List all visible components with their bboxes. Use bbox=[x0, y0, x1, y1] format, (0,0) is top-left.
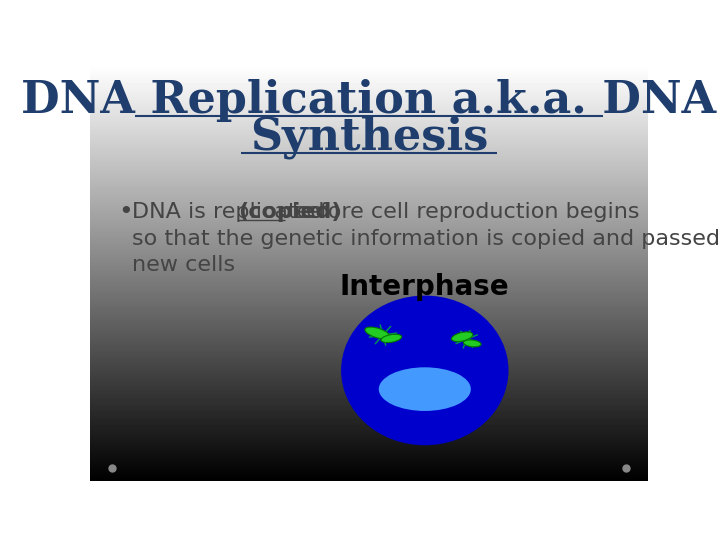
Text: before cell reproduction begins: before cell reproduction begins bbox=[285, 202, 639, 222]
Ellipse shape bbox=[381, 334, 402, 342]
Text: (copied): (copied) bbox=[238, 202, 341, 222]
Text: •: • bbox=[118, 200, 132, 225]
Text: DNA Replication a.k.a. DNA: DNA Replication a.k.a. DNA bbox=[22, 79, 716, 122]
Ellipse shape bbox=[451, 332, 473, 342]
Text: new cells: new cells bbox=[132, 255, 235, 275]
Text: Interphase: Interphase bbox=[340, 273, 510, 301]
Text: so that the genetic information is copied and passed on to: so that the genetic information is copie… bbox=[132, 228, 720, 248]
Ellipse shape bbox=[341, 295, 508, 445]
Text: Synthesis: Synthesis bbox=[250, 116, 488, 159]
Ellipse shape bbox=[464, 340, 481, 347]
Text: DNA is replicated: DNA is replicated bbox=[132, 202, 331, 222]
Ellipse shape bbox=[365, 327, 390, 339]
Ellipse shape bbox=[379, 367, 471, 411]
